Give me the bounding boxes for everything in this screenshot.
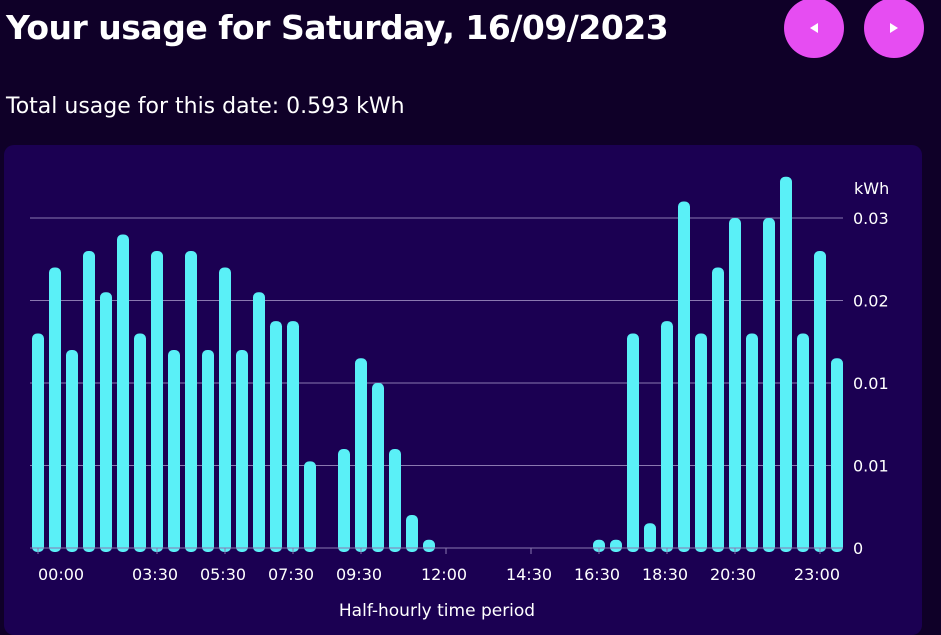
- bar: [678, 201, 690, 552]
- bar: [423, 539, 435, 552]
- triangle-left-icon: [810, 23, 818, 33]
- bar: [338, 449, 350, 552]
- x-tick-label: 23:00: [794, 565, 840, 584]
- bar: [219, 267, 231, 552]
- bar: [270, 321, 282, 552]
- x-tick-label: 09:30: [336, 565, 382, 584]
- bar: [202, 350, 214, 552]
- x-tick-label: 18:30: [642, 565, 688, 584]
- x-tick-label: 07:30: [268, 565, 314, 584]
- bar: [610, 539, 622, 552]
- y-tick-label: 0.03: [853, 209, 889, 228]
- bar: [406, 515, 418, 552]
- x-tick-label: 03:30: [132, 565, 178, 584]
- bar: [593, 539, 605, 552]
- bar: [627, 333, 639, 552]
- gridlines: [30, 217, 843, 466]
- bar: [253, 292, 265, 552]
- bar: [831, 358, 843, 552]
- y-tick-label: 0: [853, 539, 863, 558]
- bar: [661, 321, 673, 552]
- bar: [712, 267, 724, 552]
- x-tick-label: 05:30: [200, 565, 246, 584]
- bar: [814, 251, 826, 552]
- bar: [355, 358, 367, 552]
- bar: [117, 234, 129, 552]
- total-usage-text: Total usage for this date: 0.593 kWh: [6, 94, 405, 119]
- bar: [168, 350, 180, 552]
- triangle-right-icon: [890, 23, 898, 33]
- bars: [32, 176, 843, 552]
- bar: [100, 292, 112, 552]
- y-tick-label: 0.02: [853, 292, 889, 311]
- x-tick-label: 20:30: [710, 565, 756, 584]
- x-axis-title: Half-hourly time period: [339, 601, 535, 621]
- bar: [372, 383, 384, 552]
- bar: [236, 350, 248, 552]
- y-tick-label: 0.01: [853, 457, 889, 476]
- bar: [134, 333, 146, 552]
- x-tick-label: 16:30: [574, 565, 620, 584]
- bar: [49, 267, 61, 552]
- y-tick-labels: 0 0.01 0.01 0.02 0.03: [853, 209, 889, 558]
- x-tick-label: 12:00: [421, 565, 467, 584]
- bar: [287, 321, 299, 552]
- bar: [151, 251, 163, 552]
- bar: [304, 461, 316, 552]
- bar: [66, 350, 78, 552]
- bar: [763, 218, 775, 552]
- bar: [32, 333, 44, 552]
- bar: [389, 449, 401, 552]
- page-title: Your usage for Saturday, 16/09/2023: [6, 8, 669, 47]
- previous-day-button[interactable]: [784, 0, 844, 58]
- bar: [746, 333, 758, 552]
- bar: [729, 218, 741, 552]
- bar: [695, 333, 707, 552]
- bar: [185, 251, 197, 552]
- y-axis-unit-label: kWh: [854, 179, 889, 198]
- x-tick-labels: 00:00 03:30 05:30 07:30 09:30 12:00 14:30 16:30…: [37, 548, 840, 584]
- bar: [780, 176, 792, 552]
- y-tick-label: 0.01: [853, 374, 889, 393]
- next-day-button[interactable]: [864, 0, 924, 58]
- bar: [644, 523, 656, 552]
- bar: [83, 251, 95, 552]
- bar: [797, 333, 809, 552]
- x-tick-label: 14:30: [506, 565, 552, 584]
- x-tick-label: 00:00: [38, 565, 84, 584]
